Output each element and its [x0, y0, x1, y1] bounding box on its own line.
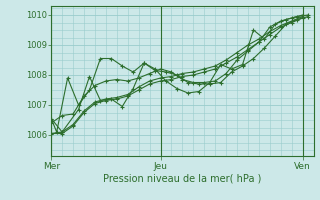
X-axis label: Pression niveau de la mer( hPa ): Pression niveau de la mer( hPa ): [103, 173, 261, 183]
